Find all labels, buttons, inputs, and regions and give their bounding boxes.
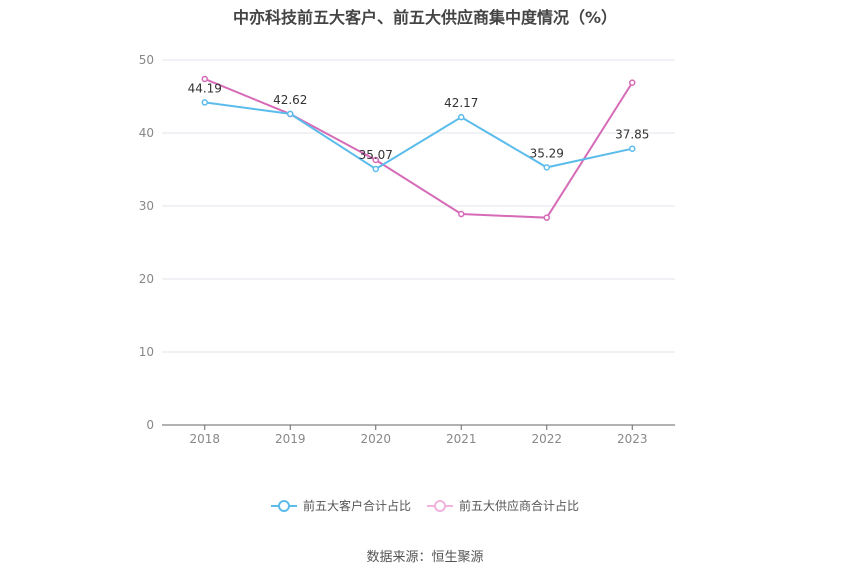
x-tick-label: 2023 [617,432,648,446]
data-point-1-0[interactable] [201,75,208,83]
data-label: 37.85 [615,128,649,142]
data-label: 42.62 [273,93,307,107]
y-tick-label: 40 [139,126,154,140]
legend-label-suppliers: 前五大供应商合计占比 [459,499,580,513]
y-tick-label: 50 [139,53,154,67]
y-tick-label: 20 [139,272,154,286]
data-point-1-3[interactable] [458,210,465,218]
legend-marker-suppliers-icon [427,499,453,512]
x-tick-label: 2019 [275,432,306,446]
data-label: 35.07 [359,148,393,162]
y-tick-label: 0 [146,418,154,432]
source-note: 数据来源：恒生聚源 [366,550,484,565]
series-layer [201,75,636,221]
legend-item-customers[interactable]: 前五大客户合计占比 [270,497,411,514]
data-point-0-4[interactable] [543,164,550,171]
data-point-1-4[interactable] [543,214,550,221]
data-label: 44.19 [188,81,222,95]
x-tick-label: 2020 [360,432,391,446]
data-point-0-5[interactable] [629,145,636,152]
data-point-0-0[interactable] [201,99,208,106]
x-tick-label: 2022 [531,432,562,446]
axes: 0 10 20 30 40 50 2018 2019 2020 2021 2022 2023 [139,53,675,446]
y-tick-label: 10 [139,345,154,359]
data-point-0-2[interactable] [372,165,379,173]
data-label: 42.17 [444,96,478,110]
legend-item-suppliers[interactable]: 前五大供应商合计占比 [427,497,579,514]
data-point-0-3[interactable] [458,113,465,121]
legend-label-customers: 前五大客户合计占比 [302,499,411,513]
chart-title: 中亦科技前五大客户、前五大供应商集中度情况（%） [232,8,618,27]
x-tick-label: 2021 [446,432,477,446]
data-point-0-1[interactable] [287,110,294,118]
data-point-1-2[interactable] [372,156,379,164]
legend: 前五大客户合计占比 前五大供应商合计占比 [0,497,850,514]
y-tick-label: 30 [139,199,154,213]
x-tick-label: 2018 [189,432,220,446]
grid [162,59,675,353]
legend-marker-customers-icon [270,499,297,512]
series-line-1 [204,78,634,219]
data-point-1-5[interactable] [629,79,636,86]
data-label: 35.29 [530,146,564,160]
series-line-0 [204,101,633,171]
data-labels: 44.19 42.62 35.07 42.17 35.29 37.85 [188,81,650,162]
